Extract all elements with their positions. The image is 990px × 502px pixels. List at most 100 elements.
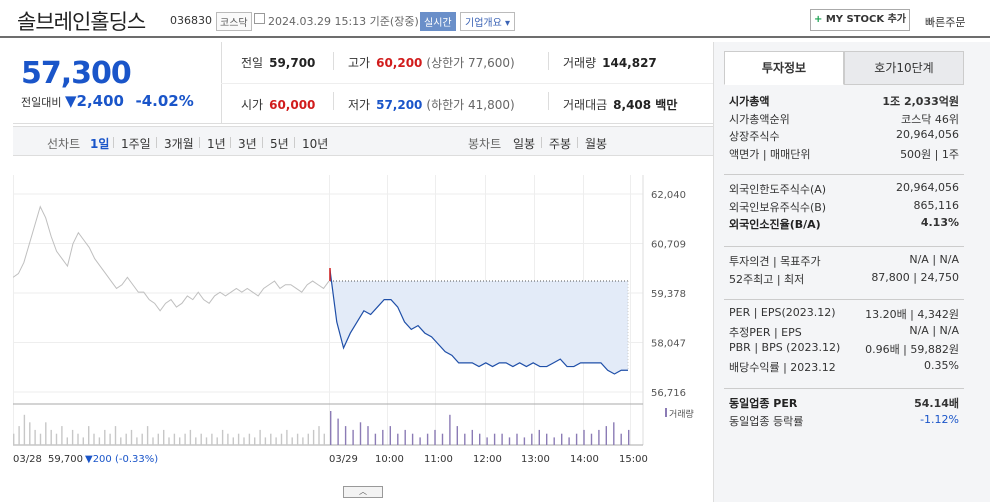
volume-bar — [344, 426, 347, 445]
info-value: 4.13% — [920, 216, 959, 229]
info-row: 추정PER | EPS N/A | N/A — [724, 324, 964, 342]
volume-bar — [516, 433, 518, 445]
period-3y[interactable]: 3년 — [238, 137, 257, 151]
volume-bar — [561, 433, 563, 445]
info-label: PER | EPS(2023.12) — [729, 306, 836, 319]
info-label: 상장주식수 — [729, 130, 780, 143]
period-3m[interactable]: 3개월 — [164, 137, 194, 151]
open-label: 시가 — [241, 98, 264, 112]
volume-bar — [227, 433, 229, 445]
volume-bar — [620, 433, 622, 445]
info-row: 동일업종 등락률 -1.12% — [724, 413, 964, 431]
volume-bar — [441, 433, 444, 445]
divider — [262, 137, 263, 148]
period-1w[interactable]: 1주일 — [121, 137, 151, 151]
volume-bar — [39, 433, 42, 445]
prev-close-value: 59,700 — [269, 56, 316, 70]
y-tick-label: 62,040 — [651, 190, 686, 201]
info-group: 외국인한도주식수(A) 20,964,056 외국인보유주식수(B) 865,116 외… — [724, 181, 964, 234]
info-row: 상장주식수 20,964,056 — [724, 128, 964, 146]
info-row: 배당수익률 | 2023.12 0.35% — [724, 359, 964, 377]
volume-bar — [307, 433, 309, 445]
info-row: PBR | BPS (2023.12) 0.96배 | 59,882원 — [724, 341, 964, 359]
volume-bar — [61, 426, 63, 445]
tab-investment-info[interactable]: 투자정보 — [724, 51, 844, 85]
volume-bar — [146, 426, 149, 445]
quote-panel: 57,300 전일대비 ▼2,400 -4.02% 전일 59,700 고가 60,… — [13, 42, 713, 124]
volume-bar — [613, 422, 615, 445]
info-value: 13.20배 | 4,342원 — [865, 308, 959, 321]
tab-order-book[interactable]: 호가10단계 — [844, 51, 964, 85]
volume-bar — [352, 429, 354, 445]
candle-weekly[interactable]: 주봉 — [549, 137, 572, 151]
period-10y[interactable]: 10년 — [302, 137, 329, 151]
volume-bar — [130, 429, 133, 445]
change-label: 전일대비 — [21, 96, 62, 109]
add-my-stock-button[interactable]: + MY STOCK 추가 — [810, 9, 910, 31]
quick-order-link[interactable]: 빠른주문 — [925, 16, 966, 29]
volume-bar — [426, 433, 429, 445]
info-value: 0.35% — [924, 358, 959, 372]
info-row: 시가총액순위 코스닥 46위 — [724, 111, 964, 129]
realtime-button[interactable]: 실시간 — [420, 12, 456, 31]
volume-bar — [34, 429, 36, 445]
x-tick-label: 13:00 — [521, 454, 550, 465]
info-label: 시가총액순위 — [729, 112, 790, 126]
volume-bar — [243, 437, 245, 445]
volume-bar — [546, 433, 548, 445]
open-price: 시가 60,000 — [241, 96, 315, 113]
chart-period-bar: 선차트 1일 1주일 3개월 1년 3년 5년 10년 봉차트 일봉 주봉 월봉 — [13, 126, 713, 156]
company-overview-dropdown[interactable]: 기업개요 ▾ — [460, 12, 516, 31]
info-value: -1.12% — [920, 412, 959, 426]
volume-bar — [568, 437, 570, 445]
low-price: 저가 57,200 (하한가 41,800) — [348, 96, 515, 113]
volume-bar — [82, 437, 84, 445]
divider — [724, 246, 964, 247]
volume-bar — [173, 433, 176, 445]
info-label: 외국인보유주식수(B) — [729, 200, 827, 214]
info-value: N/A | N/A — [909, 253, 959, 266]
collapse-chart-button[interactable]: ︿ — [343, 486, 383, 498]
amount-label: 거래대금 — [563, 98, 608, 112]
period-5y[interactable]: 5년 — [270, 137, 289, 151]
x-tick-label: 15:00 — [619, 454, 648, 465]
volume-bar — [605, 426, 607, 445]
volume-bar — [23, 414, 26, 445]
volume-bar — [318, 426, 320, 445]
candle-chart-title: 봉차트 — [468, 137, 502, 151]
volume-label: 거래량 — [563, 56, 597, 70]
volume-bar — [397, 433, 399, 445]
info-group: 투자의견 | 목표주가 N/A | N/A 52주최고 | 최저 87,800 | 2… — [724, 253, 964, 288]
divider — [230, 137, 231, 148]
volume-bar — [98, 437, 101, 445]
volume-bar — [163, 429, 165, 445]
volume-bar — [456, 426, 458, 445]
volume-bar — [77, 433, 79, 445]
divider — [724, 299, 964, 300]
volume-bar — [136, 437, 138, 445]
calendar-icon — [254, 13, 265, 24]
volume-bar — [157, 433, 159, 445]
volume-bar — [411, 433, 414, 445]
divider — [333, 52, 334, 70]
info-value: 865,116 — [913, 198, 960, 212]
volume-bar — [296, 433, 299, 445]
volume-value: 144,827 — [602, 56, 657, 70]
price-chart[interactable]: 62,040 60,709 59,378 58,047 56,716 거래량 03/28 03… — [13, 175, 713, 465]
info-row: 액면가 | 매매단위 500원 | 1주 — [724, 146, 964, 164]
volume-bar — [88, 426, 90, 445]
period-1y[interactable]: 1년 — [207, 137, 226, 151]
candle-daily[interactable]: 일봉 — [513, 137, 536, 151]
prev-close-label: 전일 — [241, 56, 264, 70]
candle-monthly[interactable]: 월봉 — [585, 137, 608, 151]
change-percent: -4.02% — [135, 92, 194, 110]
info-row: 52주최고 | 최저 87,800 | 24,750 — [724, 271, 964, 289]
low-label: 저가 — [348, 98, 371, 112]
info-group: 동일업종 PER 54.14배 동일업종 등락률 -1.12% — [724, 395, 964, 430]
x-tick-label: 12:00 — [473, 454, 502, 465]
volume-bar — [55, 433, 58, 445]
volume-bar — [120, 437, 122, 445]
volume-bar — [419, 437, 421, 445]
period-1d[interactable]: 1일 — [90, 137, 110, 151]
